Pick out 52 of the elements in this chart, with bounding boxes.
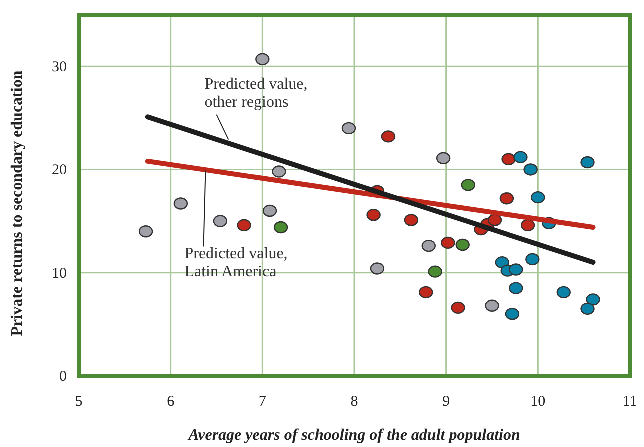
point xyxy=(580,156,595,169)
point xyxy=(419,286,434,299)
point xyxy=(138,226,154,238)
point xyxy=(531,191,546,204)
point xyxy=(436,152,451,164)
point xyxy=(237,219,252,232)
point xyxy=(342,122,356,135)
x-tick-label: 9 xyxy=(442,394,450,410)
x-tick-label: 6 xyxy=(167,394,176,410)
x-tick-label: 5 xyxy=(75,394,83,410)
annotation: Predicted value, Latin America xyxy=(184,246,288,281)
point xyxy=(370,262,385,275)
point xyxy=(366,208,381,222)
point xyxy=(451,302,466,314)
point xyxy=(404,214,419,226)
point xyxy=(580,302,595,316)
point xyxy=(272,166,286,178)
point xyxy=(262,204,278,218)
point xyxy=(509,282,524,294)
point xyxy=(428,266,442,278)
point xyxy=(422,240,436,252)
point xyxy=(520,219,536,232)
point xyxy=(485,300,500,312)
x-tick-label: 10 xyxy=(530,394,546,410)
point xyxy=(500,192,514,205)
x-tick-label: 11 xyxy=(622,394,638,410)
point xyxy=(441,236,456,250)
y-tick-label: 0 xyxy=(60,369,67,385)
point xyxy=(213,215,228,228)
point xyxy=(488,214,502,226)
y-tick-label: 20 xyxy=(52,162,67,179)
y-tick-label: 30 xyxy=(52,60,67,76)
point xyxy=(174,198,188,210)
point xyxy=(526,253,540,266)
point xyxy=(509,264,524,276)
point xyxy=(256,53,270,66)
y-axis-title: Private returns to secondary education xyxy=(9,70,26,336)
x-tick-label: 7 xyxy=(258,394,267,410)
point xyxy=(502,153,516,166)
point xyxy=(556,286,571,299)
point xyxy=(456,238,470,252)
point xyxy=(514,151,528,164)
x-tick-label: 8 xyxy=(350,394,358,410)
x-axis-title: Average years of schooling of the adult population xyxy=(188,427,520,444)
point xyxy=(586,294,600,306)
point xyxy=(381,130,396,143)
point xyxy=(461,179,476,192)
point xyxy=(524,164,538,176)
annotation: Predicted value, other regions xyxy=(204,76,308,111)
point xyxy=(505,308,520,320)
point xyxy=(274,221,288,234)
y-tick-label: 10 xyxy=(52,266,67,282)
